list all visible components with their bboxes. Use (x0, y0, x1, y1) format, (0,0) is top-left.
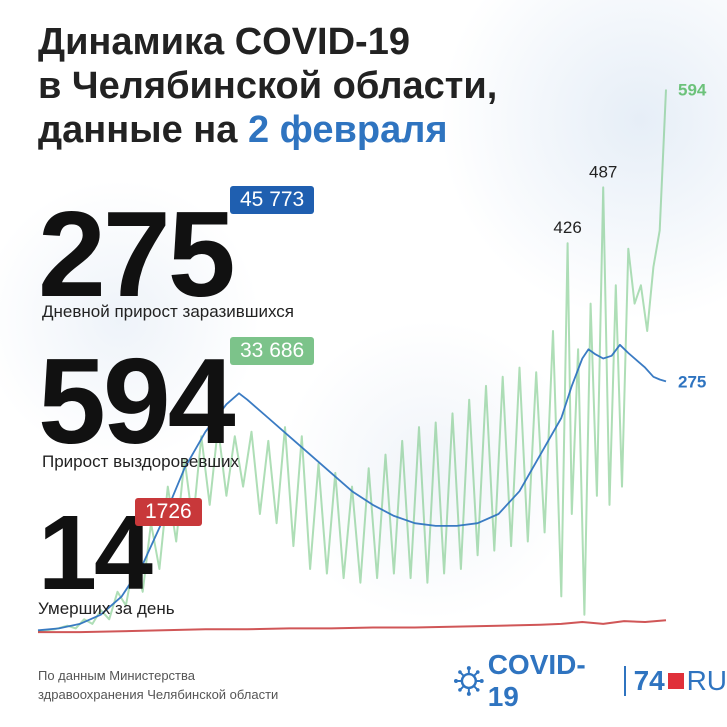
brand-divider (623, 666, 626, 696)
brand-74-text: 74 (633, 665, 665, 696)
title-line-2: в Челябинской области, (38, 65, 498, 107)
infected-label: Дневной прирост заразившихся (42, 302, 294, 321)
virus-icon (454, 666, 484, 696)
infected-daily-value: 275 (38, 186, 236, 322)
deaths-total-badge: 1726 (135, 498, 202, 526)
data-label-recovered-426: 426 (553, 218, 581, 237)
recovered-total-badge: 33 686 (230, 337, 315, 365)
deaths-daily-value: 14 (38, 494, 153, 612)
deaths-label: Умерших за день (38, 599, 175, 618)
series-line-deaths (38, 619, 667, 634)
title-date: 2 февраля (247, 109, 448, 151)
series-layer (37, 89, 667, 634)
recovered-label: Прирост выздоровевших (42, 452, 240, 471)
source-note: По данным Министерства здравоохранения Ч… (38, 666, 278, 704)
title-line-3-prefix: данные на (38, 109, 248, 151)
page-title: Динамика COVID-19 в Челябинской области,… (38, 20, 497, 152)
data-label-recovered-594: 594 (678, 81, 707, 100)
annotation-layer: 594 487 426 275 (553, 81, 706, 392)
brand-ru-text: RU (686, 665, 727, 696)
data-label-infected-275: 275 (678, 372, 706, 391)
title-line-1: Динамика COVID-19 (38, 21, 410, 63)
brand-covid-text: COVID-19 (487, 649, 586, 712)
series-line-infected (37, 343, 667, 632)
data-label-recovered-487: 487 (589, 162, 617, 181)
series-line-recovered (37, 89, 667, 633)
brand-logo: COVID-19 74 RU (454, 649, 727, 712)
recovered-daily-value: 594 (38, 333, 236, 469)
source-line-2: здравоохранения Челябинской области (38, 687, 279, 702)
brand-red-square-icon (667, 673, 684, 689)
infected-total-badge: 45 773 (230, 186, 315, 214)
source-line-1: По данным Министерства (38, 668, 195, 683)
